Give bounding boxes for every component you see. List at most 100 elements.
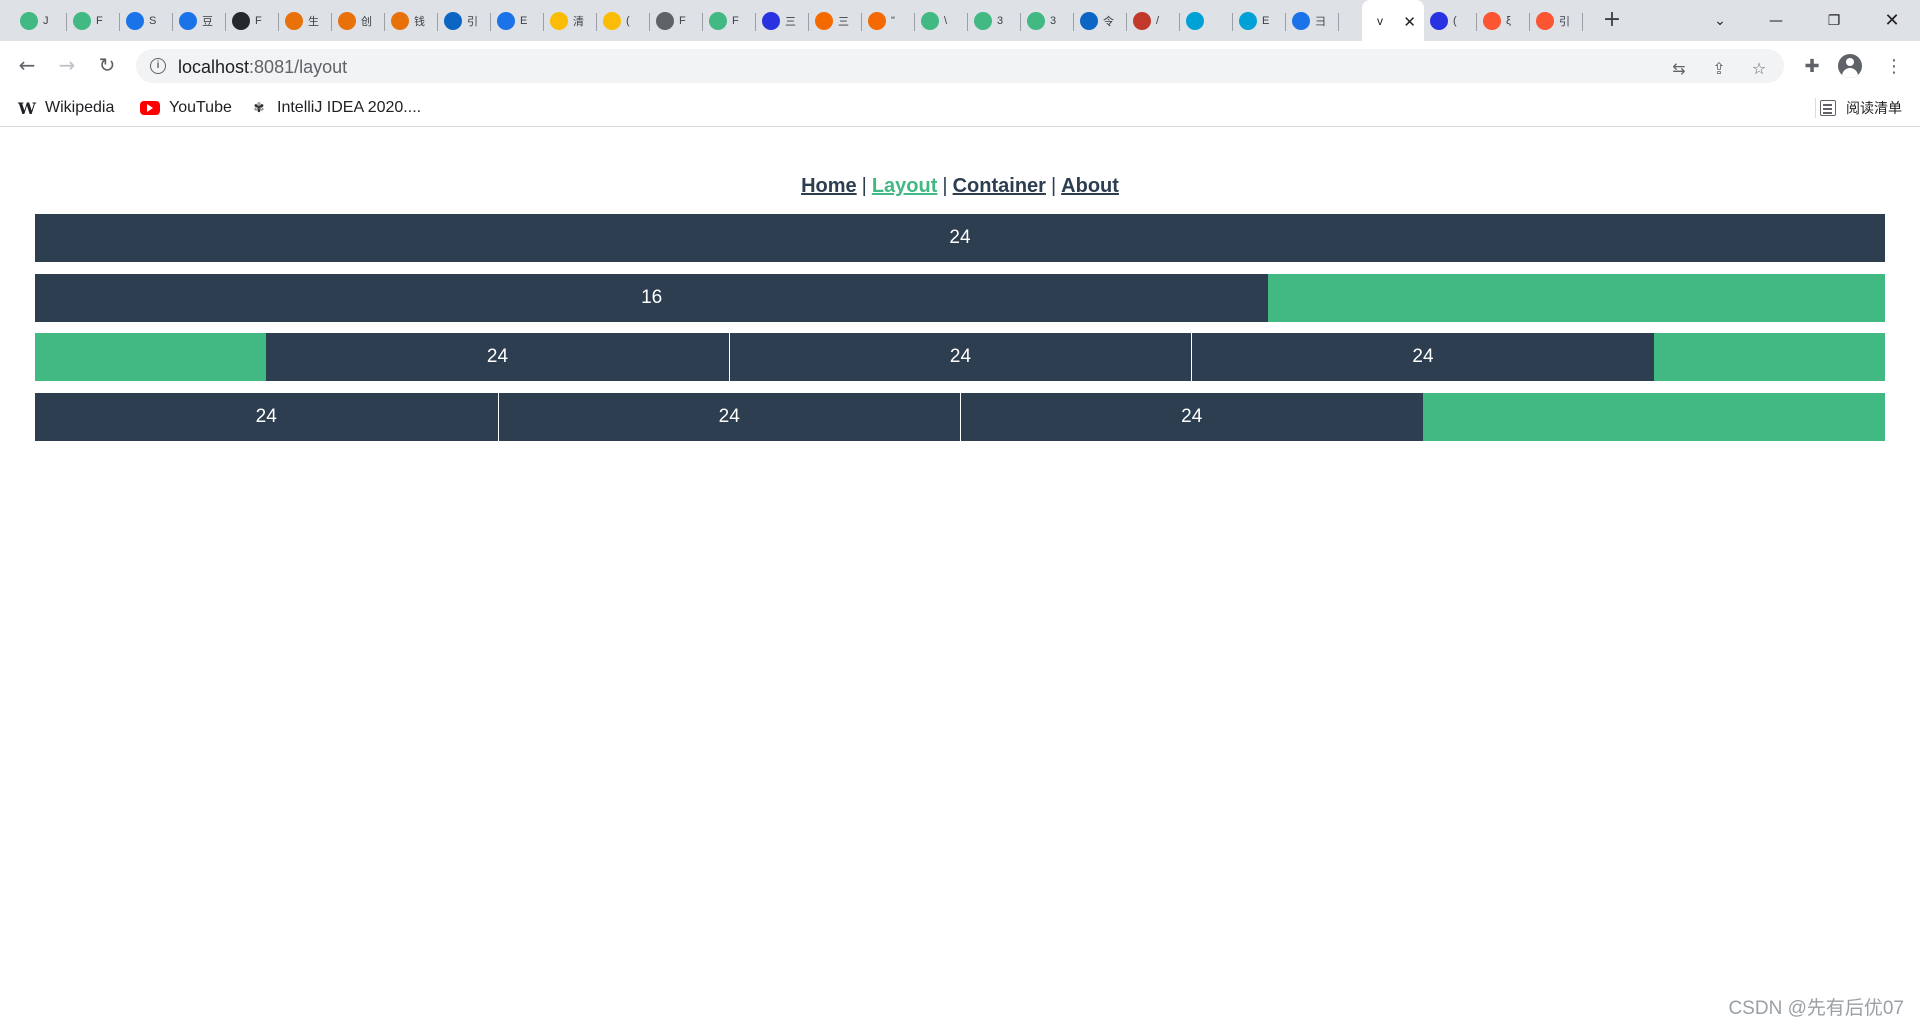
tab-title: 令	[1103, 16, 1114, 28]
browser-tab[interactable]: 彐	[1286, 8, 1339, 34]
menu-kebab-icon[interactable]: ⋮	[1885, 55, 1903, 77]
browser-tab[interactable]: E	[491, 8, 544, 34]
close-window-button[interactable]: ✕	[1884, 10, 1900, 31]
bookmark-label: YouTube	[169, 99, 232, 116]
browser-tab[interactable]: 引	[438, 8, 491, 34]
extensions-icon[interactable]: ✚	[1804, 55, 1820, 77]
browser-tab[interactable]: (	[1424, 8, 1477, 34]
nav-link-layout[interactable]: Layout	[871, 175, 938, 197]
back-button[interactable]: ←	[18, 53, 36, 77]
browser-tab[interactable]: F	[67, 8, 120, 34]
tab-title: "	[891, 15, 895, 27]
address-bar[interactable]: i localhost:8081/layout ⇆ ⇪ ☆	[136, 49, 1784, 83]
bookmark-intellij[interactable]: ✾ IntelliJ IDEA 2020....	[250, 98, 422, 118]
tab-search-chevron-icon[interactable]: ⌄	[1714, 12, 1726, 29]
nav-separator: |	[861, 175, 867, 197]
browser-tab[interactable]: \	[915, 8, 968, 34]
bootstrap-icon	[179, 12, 197, 30]
tab-separator	[1582, 13, 1583, 31]
browser-tab[interactable]: 3	[1021, 8, 1074, 34]
bookmark-label: IntelliJ IDEA 2020....	[277, 99, 422, 116]
browser-tab[interactable]: 钱	[385, 8, 438, 34]
url-host: localhost	[178, 57, 250, 77]
grid-col: 24	[728, 333, 1192, 381]
nav-link-container[interactable]: Container	[952, 175, 1046, 197]
link-icon	[868, 12, 886, 30]
zhihu-icon	[444, 12, 462, 30]
bookmark-label: Wikipedia	[45, 99, 115, 116]
browser-tab[interactable]: (	[597, 8, 650, 34]
grid-col-offset	[35, 333, 267, 381]
tab-separator	[119, 13, 120, 31]
tab-title: E	[1262, 15, 1270, 27]
browser-tab[interactable]: 生	[279, 8, 332, 34]
browser-tab[interactable]: F	[703, 8, 756, 34]
browser-tab[interactable]: "	[862, 8, 915, 34]
tab-separator	[649, 13, 650, 31]
nav-link-home[interactable]: Home	[801, 175, 857, 197]
browser-tab[interactable]	[1180, 8, 1233, 34]
restore-button[interactable]: ❐	[1827, 12, 1841, 29]
minimize-button[interactable]: —	[1769, 12, 1783, 29]
tab-title: 钱	[414, 16, 425, 28]
new-tab-button[interactable]: +	[1602, 7, 1622, 32]
browser-tab[interactable]: 创	[332, 8, 385, 34]
tab-title: \	[944, 15, 948, 27]
vue-icon	[73, 12, 91, 30]
wikipedia-icon: W	[18, 98, 36, 118]
browser-tab[interactable]: F	[650, 8, 703, 34]
vue-icon	[709, 12, 727, 30]
bookmark-wikipedia[interactable]: W Wikipedia	[18, 98, 114, 118]
browser-tab[interactable]: S	[120, 8, 173, 34]
browser-tab[interactable]: 引	[1530, 8, 1583, 34]
git-icon	[1133, 12, 1151, 30]
bookmarks-bar: W Wikipedia YouTube ✾ IntelliJ IDEA 2020…	[0, 89, 1920, 127]
youtube-icon	[140, 101, 160, 115]
browser-tab[interactable]: F	[226, 8, 279, 34]
layout-row: 24 24 24	[35, 393, 1885, 441]
browser-tab[interactable]: v ✕	[1362, 0, 1424, 41]
browser-tab[interactable]: 三	[809, 8, 862, 34]
tab-separator	[1476, 13, 1477, 31]
browser-tab[interactable]: 清	[544, 8, 597, 34]
browser-tab[interactable]: 豆	[173, 8, 226, 34]
reading-list-button[interactable]: 阅读清单	[1820, 98, 1902, 118]
nav-separator: |	[942, 175, 948, 197]
reload-button[interactable]: ↻	[98, 53, 116, 77]
browser-tab[interactable]: ξ	[1477, 8, 1530, 34]
browser-tab[interactable]: 3	[968, 8, 1021, 34]
browser-tab[interactable]: 令	[1074, 8, 1127, 34]
browser-tab[interactable]: 三	[756, 8, 809, 34]
forward-button[interactable]: →	[58, 53, 76, 77]
tab-separator	[384, 13, 385, 31]
tab-close-icon[interactable]: ✕	[1403, 13, 1416, 31]
reading-list-label: 阅读清单	[1846, 100, 1902, 116]
browser-tab[interactable]: J	[14, 8, 67, 34]
tab-separator	[1179, 13, 1180, 31]
tab-separator	[437, 13, 438, 31]
browser-tab[interactable]: /	[1127, 8, 1180, 34]
translate-icon[interactable]: ⇆	[1672, 58, 1686, 78]
tab-title: 三	[785, 16, 796, 28]
tab-separator	[225, 13, 226, 31]
tab-separator	[1020, 13, 1021, 31]
browser-tab[interactable]: E	[1233, 8, 1286, 34]
vue-icon	[974, 12, 992, 30]
tab-title: F	[96, 15, 103, 27]
profile-avatar[interactable]	[1838, 54, 1862, 78]
tab-separator	[1126, 13, 1127, 31]
nav-link-about[interactable]: About	[1061, 175, 1119, 197]
shield-icon	[1292, 12, 1310, 30]
bookmark-star-icon[interactable]: ☆	[1751, 58, 1767, 78]
url-text[interactable]: localhost:8081/layout	[178, 57, 347, 78]
browser-toolbar: ← → ↻ i localhost:8081/layout ⇆ ⇪ ☆ ✚ ⋮	[0, 41, 1920, 89]
tab-title: ξ	[1506, 15, 1511, 27]
tab-separator	[278, 13, 279, 31]
share-icon[interactable]: ⇪	[1712, 58, 1726, 78]
csdn-icon	[1483, 12, 1501, 30]
layout-row: 24 24 24	[35, 333, 1885, 381]
bookmark-youtube[interactable]: YouTube	[140, 98, 232, 118]
tab-title: S	[149, 15, 157, 27]
site-info-icon[interactable]: i	[150, 58, 166, 74]
grid-col: 24	[960, 393, 1423, 441]
